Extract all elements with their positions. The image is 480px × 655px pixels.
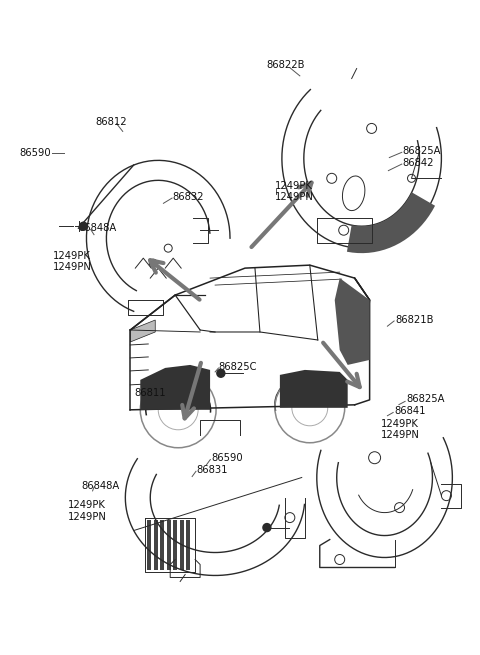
Text: 86848A: 86848A xyxy=(81,481,120,491)
Polygon shape xyxy=(280,370,348,408)
Polygon shape xyxy=(167,519,171,571)
Text: 86590: 86590 xyxy=(211,453,243,463)
Text: 1249PK: 1249PK xyxy=(68,500,106,510)
Polygon shape xyxy=(147,519,151,571)
Text: 1249PK: 1249PK xyxy=(381,419,419,429)
Text: 86848A: 86848A xyxy=(78,223,117,233)
Polygon shape xyxy=(347,193,435,253)
Polygon shape xyxy=(180,519,184,571)
Text: 1249PK: 1249PK xyxy=(53,251,91,261)
Polygon shape xyxy=(130,320,155,342)
Text: 1249PN: 1249PN xyxy=(53,263,92,272)
Polygon shape xyxy=(154,519,158,571)
Polygon shape xyxy=(160,519,164,571)
Polygon shape xyxy=(335,278,370,365)
Polygon shape xyxy=(140,365,210,410)
Text: 86812: 86812 xyxy=(96,117,127,126)
Polygon shape xyxy=(186,519,190,571)
Text: 86841: 86841 xyxy=(394,406,426,416)
Circle shape xyxy=(80,222,87,230)
Text: 86825A: 86825A xyxy=(403,146,441,156)
Text: 86821B: 86821B xyxy=(396,314,434,325)
Circle shape xyxy=(263,523,271,532)
Text: 1249PN: 1249PN xyxy=(68,512,107,522)
Text: 86811: 86811 xyxy=(135,388,167,398)
Text: 86825C: 86825C xyxy=(218,362,257,372)
Text: 86831: 86831 xyxy=(196,465,228,475)
Text: 86822B: 86822B xyxy=(266,60,305,69)
Text: 86590: 86590 xyxy=(20,148,51,158)
Text: 86842: 86842 xyxy=(403,158,434,168)
Text: 1249PN: 1249PN xyxy=(275,192,313,202)
Text: 86825A: 86825A xyxy=(407,394,445,404)
Text: 1249PN: 1249PN xyxy=(381,430,420,440)
Circle shape xyxy=(217,369,225,377)
Text: 86832: 86832 xyxy=(172,192,204,202)
Polygon shape xyxy=(173,519,177,571)
Text: 1249PK: 1249PK xyxy=(275,181,312,191)
